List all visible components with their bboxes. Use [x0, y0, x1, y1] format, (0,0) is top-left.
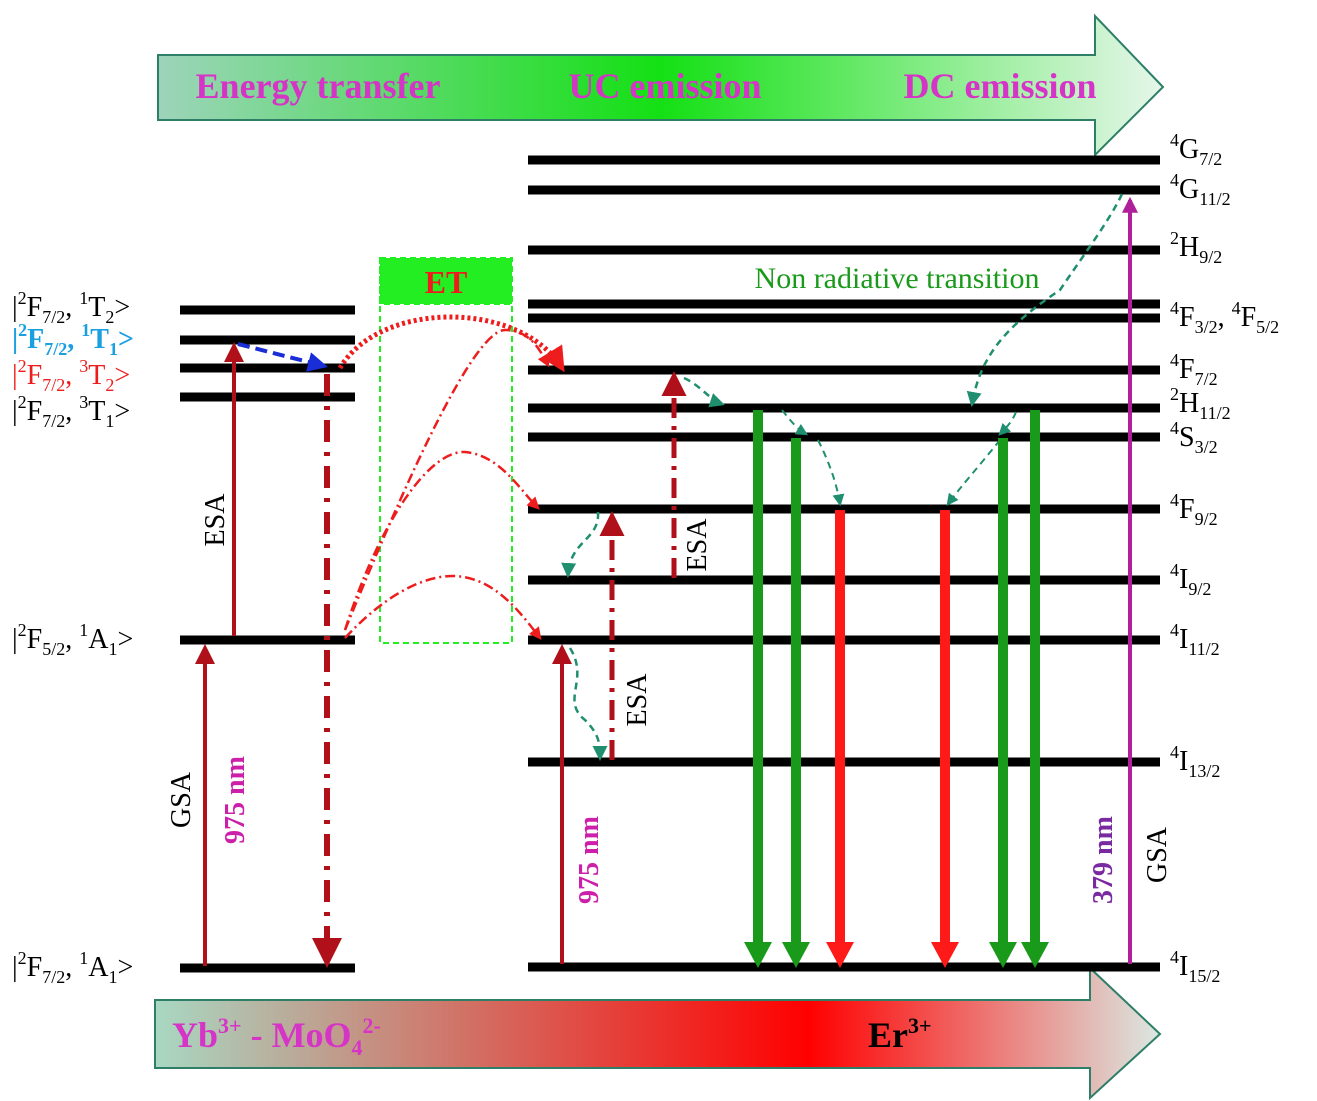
yb-blue-relax-arrow [237, 342, 328, 372]
er-label-9: 4I11/2 [1170, 620, 1220, 659]
er-label-11: 4I15/2 [1170, 947, 1220, 986]
bottom-ion-arrow: Yb3+ - MoO42- Er3+ [154, 965, 1162, 1101]
relax-2h112-4s32 [781, 409, 809, 436]
green-emission-3 [989, 438, 1017, 968]
er-label-6: 4S3/2 [1170, 418, 1218, 457]
yb-label-0: |2F7/2, 1T2> [12, 288, 130, 327]
er-esa-label-1: ESA [622, 673, 653, 727]
yb-level-labels: |2F7/2, 1T2> |2F7/2, 1T1> |2F7/2, 3T2> |… [12, 288, 134, 987]
energy-transfer-label: Energy transfer [196, 66, 441, 106]
et-curves [337, 314, 565, 640]
dc-emission-label: DC emission [903, 66, 1096, 106]
relax-4g112-2h112 [966, 193, 1124, 407]
yb-esa-label: ESA [200, 493, 231, 547]
er-excitation: ESA ESA 975 nm [552, 371, 713, 964]
379nm-label: 379 nm [1088, 816, 1119, 904]
yb-label-4: |2F5/2, 1A1> [12, 620, 133, 659]
er-label-4: 4F7/2 [1170, 350, 1218, 389]
er-label-3: 4F3/2, 4F5/2 [1170, 298, 1279, 337]
er-label: Er3+ [868, 1013, 932, 1055]
er-975nm-label: 975 nm [574, 816, 605, 904]
yb-label-1: |2F7/2, 1T1> [12, 320, 134, 359]
yb-label-3: |2F7/2, 3T1> [12, 392, 130, 431]
er-level-lines [528, 155, 1160, 972]
relax-2h112-4s32-right [998, 411, 1017, 436]
red-emission-2 [931, 510, 959, 968]
er-label-2: 2H9/2 [1170, 228, 1222, 267]
relax-4i112-4i132 [568, 647, 608, 761]
er-esa-label-2: ESA [682, 518, 713, 572]
relax-4f92-4i92 [561, 511, 600, 578]
er-label-7: 4F9/2 [1170, 490, 1218, 529]
green-emission-2 [782, 438, 810, 968]
et-label: ET [425, 264, 468, 300]
et-box: ET [379, 257, 513, 644]
gsa-379-transition: 379 nm GSA [1088, 196, 1173, 964]
red-emission-1 [826, 510, 854, 968]
yb-transitions: ESA GSA 975 nm [166, 342, 342, 968]
er-label-0: 4G7/2 [1170, 130, 1222, 169]
yb-level-lines [180, 305, 355, 973]
er-label-1: 4G11/2 [1170, 170, 1231, 209]
relax-4f72-2h112 [683, 376, 725, 408]
et-curve-mid [343, 450, 540, 631]
et-header [379, 257, 513, 305]
yb-moo4-label: Yb3+ - MoO42- [172, 1013, 381, 1060]
nonradiative-label: Non radiative transition [755, 262, 1040, 295]
uc-emission-label: UC emission [568, 66, 761, 106]
er-label-10: 4I13/2 [1170, 742, 1220, 781]
et-curve-main [337, 314, 565, 373]
er-level-labels: 4G7/2 4G11/2 2H9/2 4F3/2, 4F5/2 4F7/2 2H… [1170, 130, 1279, 986]
relax-4s32-4f92 [817, 439, 845, 507]
green-emission-4 [1021, 410, 1049, 968]
er-label-8: 4I9/2 [1170, 560, 1211, 599]
et-curve-low [344, 574, 542, 640]
er-nonradiative [561, 193, 1124, 761]
er-label-5: 2H11/2 [1170, 384, 1231, 423]
top-process-arrow: Energy transfer UC emission DC emission [157, 13, 1165, 158]
yb-label-5: |2F7/2, 1A1> [12, 948, 133, 987]
yb-label-2: |2F7/2, 3T2> [12, 356, 130, 395]
relax-4s32-4f92-right [946, 439, 1001, 506]
yb-975nm-label: 975 nm [220, 756, 251, 844]
green-emission-1 [744, 410, 772, 968]
er-emission [744, 410, 1049, 968]
et-curve-upper [343, 328, 550, 631]
yb-gsa-label: GSA [166, 771, 197, 828]
er-gsa-label: GSA [1142, 826, 1173, 883]
